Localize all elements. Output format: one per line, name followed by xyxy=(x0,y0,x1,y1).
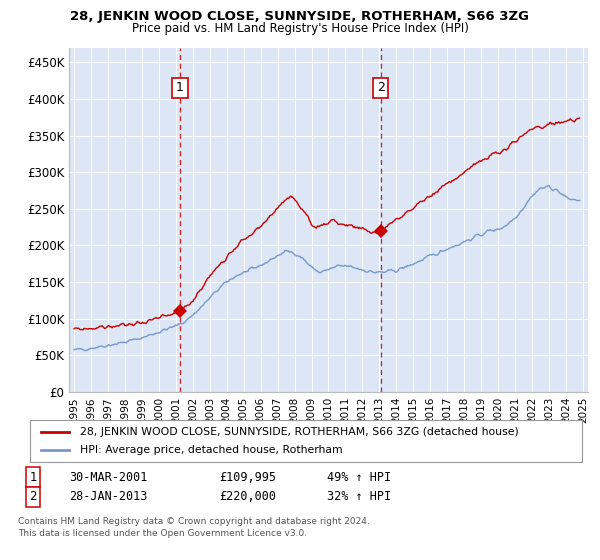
Text: 28-JAN-2013: 28-JAN-2013 xyxy=(69,490,148,503)
Text: 28, JENKIN WOOD CLOSE, SUNNYSIDE, ROTHERHAM, S66 3ZG (detached house): 28, JENKIN WOOD CLOSE, SUNNYSIDE, ROTHER… xyxy=(80,427,518,437)
Text: £109,995: £109,995 xyxy=(219,470,276,484)
Text: Price paid vs. HM Land Registry's House Price Index (HPI): Price paid vs. HM Land Registry's House … xyxy=(131,22,469,35)
Text: 1: 1 xyxy=(29,470,37,484)
Text: HPI: Average price, detached house, Rotherham: HPI: Average price, detached house, Roth… xyxy=(80,445,343,455)
Text: 30-MAR-2001: 30-MAR-2001 xyxy=(69,470,148,484)
Text: 32% ↑ HPI: 32% ↑ HPI xyxy=(327,490,391,503)
Text: 2: 2 xyxy=(29,490,37,503)
Text: 28, JENKIN WOOD CLOSE, SUNNYSIDE, ROTHERHAM, S66 3ZG: 28, JENKIN WOOD CLOSE, SUNNYSIDE, ROTHER… xyxy=(71,10,530,23)
Text: 49% ↑ HPI: 49% ↑ HPI xyxy=(327,470,391,484)
Text: £220,000: £220,000 xyxy=(219,490,276,503)
Text: 1: 1 xyxy=(176,81,184,95)
Text: 2: 2 xyxy=(377,81,385,95)
Text: This data is licensed under the Open Government Licence v3.0.: This data is licensed under the Open Gov… xyxy=(18,529,307,538)
Text: Contains HM Land Registry data © Crown copyright and database right 2024.: Contains HM Land Registry data © Crown c… xyxy=(18,517,370,526)
